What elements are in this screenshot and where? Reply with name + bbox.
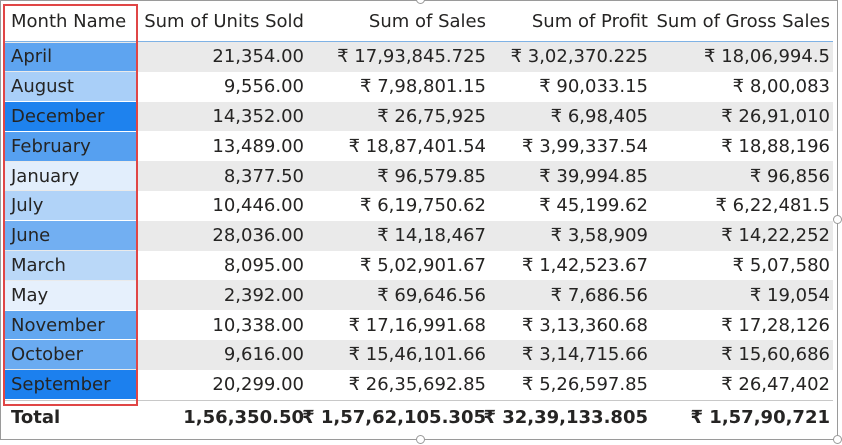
gross-sales-cell: ₹ 15,60,686 — [721, 344, 830, 366]
gross-sales-cell: ₹ 96,856 — [749, 165, 830, 187]
profit-cell: ₹ 3,99,337.54 — [522, 135, 648, 157]
table-row[interactable]: May 2,392.00 ₹ 69,646.56 ₹ 7,686.56 ₹ 19,054 — [3, 280, 833, 311]
profit-cell: ₹ 39,994.85 — [539, 165, 648, 187]
table-body: April 21,354.00 ₹ 17,93,845.725 ₹ 3,02,370.… — [3, 42, 833, 400]
month-cell: September — [5, 370, 138, 400]
column-header-units-sold[interactable]: Sum of Units Sold — [144, 11, 304, 32]
total-profit: ₹ 32,39,133.805 — [483, 406, 648, 428]
sales-cell: ₹ 7,98,801.15 — [360, 76, 486, 98]
table-total-row: Total 1,56,350.50 ₹ 1,57,62,105.305 ₹ 32… — [3, 399, 833, 434]
table-row[interactable]: April 21,354.00 ₹ 17,93,845.725 ₹ 3,02,370.… — [3, 42, 833, 72]
total-label: Total — [11, 406, 61, 428]
profit-cell: ₹ 3,58,909 — [550, 225, 648, 247]
table-row[interactable]: July 10,446.00 ₹ 6,19,750.62 ₹ 45,199.62 ₹ 6… — [3, 191, 833, 221]
table-row[interactable]: November 10,338.00 ₹ 17,16,991.68 ₹ 3,13,36… — [3, 310, 833, 340]
profit-cell: ₹ 3,14,715.66 — [522, 344, 648, 366]
total-gross-sales: ₹ 1,57,90,721 — [690, 406, 831, 428]
profit-cell: ₹ 45,199.62 — [539, 195, 648, 217]
resize-handle-bottom-right[interactable] — [833, 435, 842, 444]
profit-cell: ₹ 7,686.56 — [550, 284, 648, 306]
column-header-profit[interactable]: Sum of Profit — [531, 11, 648, 32]
sales-cell: ₹ 96,579.85 — [377, 165, 486, 187]
sales-cell: ₹ 14,18,467 — [377, 225, 486, 247]
month-cell: March — [5, 251, 138, 280]
table-row[interactable]: September 20,299.00 ₹ 26,35,692.85 ₹ 5,26,5… — [3, 370, 833, 400]
gross-sales-cell: ₹ 17,28,126 — [721, 314, 830, 336]
units-sold-cell: 13,489.00 — [212, 135, 304, 157]
units-sold-cell: 14,352.00 — [212, 105, 304, 127]
gross-sales-cell: ₹ 26,47,402 — [721, 374, 830, 396]
table-row[interactable]: February 13,489.00 ₹ 18,87,401.54 ₹ 3,99,33… — [3, 131, 833, 161]
total-sales: ₹ 1,57,62,105.305 — [302, 406, 486, 428]
profit-cell: ₹ 1,42,523.67 — [522, 254, 648, 276]
sales-cell: ₹ 5,02,901.67 — [360, 254, 486, 276]
gross-sales-cell: ₹ 19,054 — [749, 284, 830, 306]
column-header-sales[interactable]: Sum of Sales — [368, 11, 486, 32]
units-sold-cell: 21,354.00 — [212, 46, 304, 68]
units-sold-cell: 9,616.00 — [223, 344, 304, 366]
column-header-month-name[interactable]: Month Name — [11, 11, 127, 32]
sales-cell: ₹ 26,75,925 — [377, 105, 486, 127]
month-cell: May — [5, 280, 138, 310]
profit-cell: ₹ 90,033.15 — [539, 76, 648, 98]
units-sold-cell: 20,299.00 — [212, 374, 304, 396]
month-cell: April — [5, 42, 138, 72]
sales-cell: ₹ 17,93,845.725 — [337, 46, 486, 68]
table-row[interactable]: October 9,616.00 ₹ 15,46,101.66 ₹ 3,14,715.… — [3, 339, 833, 370]
table-header-row: Month Name Sum of Units Sold Sum of Sale… — [3, 5, 833, 42]
month-cell: October — [5, 340, 138, 370]
sales-cell: ₹ 17,16,991.68 — [348, 314, 486, 336]
resize-handle-right[interactable] — [833, 215, 842, 224]
month-cell: August — [5, 72, 138, 102]
table-row[interactable]: August 9,556.00 ₹ 7,98,801.15 ₹ 90,033.15 ₹ … — [3, 72, 833, 102]
matrix-table: Month Name Sum of Units Sold Sum of Sale… — [3, 5, 833, 434]
units-sold-cell: 8,095.00 — [223, 254, 304, 276]
month-cell: June — [5, 221, 138, 251]
total-units-sold: 1,56,350.50 — [183, 406, 304, 428]
table-row[interactable]: January 8,377.50 ₹ 96,579.85 ₹ 39,994.85 ₹ 9… — [3, 161, 833, 191]
month-cell: February — [5, 131, 138, 161]
units-sold-cell: 2,392.00 — [223, 284, 304, 306]
units-sold-cell: 10,446.00 — [212, 195, 304, 217]
resize-handle-bottom[interactable] — [416, 435, 425, 444]
gross-sales-cell: ₹ 18,88,196 — [721, 135, 830, 157]
units-sold-cell: 28,036.00 — [212, 225, 304, 247]
column-header-gross-sales[interactable]: Sum of Gross Sales — [656, 11, 830, 32]
profit-cell: ₹ 5,26,597.85 — [522, 374, 648, 396]
table-row[interactable]: March 8,095.00 ₹ 5,02,901.67 ₹ 1,42,523.67 ₹… — [3, 251, 833, 281]
profit-cell: ₹ 6,98,405 — [550, 105, 648, 127]
table-row[interactable]: June 28,036.00 ₹ 14,18,467 ₹ 3,58,909 ₹ 14,2… — [3, 220, 833, 251]
gross-sales-cell: ₹ 6,22,481.5 — [715, 195, 830, 217]
units-sold-cell: 9,556.00 — [223, 76, 304, 98]
gross-sales-cell: ₹ 26,91,010 — [721, 105, 830, 127]
gross-sales-cell: ₹ 5,07,580 — [732, 254, 830, 276]
month-cell: November — [5, 310, 138, 340]
gross-sales-cell: ₹ 14,22,252 — [721, 225, 830, 247]
table-row[interactable]: December 14,352.00 ₹ 26,75,925 ₹ 6,98,405 ₹ … — [3, 101, 833, 132]
month-cell: January — [5, 161, 138, 191]
sales-cell: ₹ 26,35,692.85 — [348, 374, 486, 396]
sales-cell: ₹ 69,646.56 — [377, 284, 486, 306]
units-sold-cell: 8,377.50 — [223, 165, 304, 187]
sales-cell: ₹ 18,87,401.54 — [348, 135, 486, 157]
sales-cell: ₹ 6,19,750.62 — [360, 195, 486, 217]
gross-sales-cell: ₹ 8,00,083 — [732, 76, 830, 98]
month-cell: December — [5, 102, 138, 131]
profit-cell: ₹ 3,02,370.225 — [510, 46, 648, 68]
gross-sales-cell: ₹ 18,06,994.5 — [704, 46, 830, 68]
units-sold-cell: 10,338.00 — [212, 314, 304, 336]
month-cell: July — [5, 191, 138, 221]
sales-cell: ₹ 15,46,101.66 — [348, 344, 486, 366]
profit-cell: ₹ 3,13,360.68 — [522, 314, 648, 336]
